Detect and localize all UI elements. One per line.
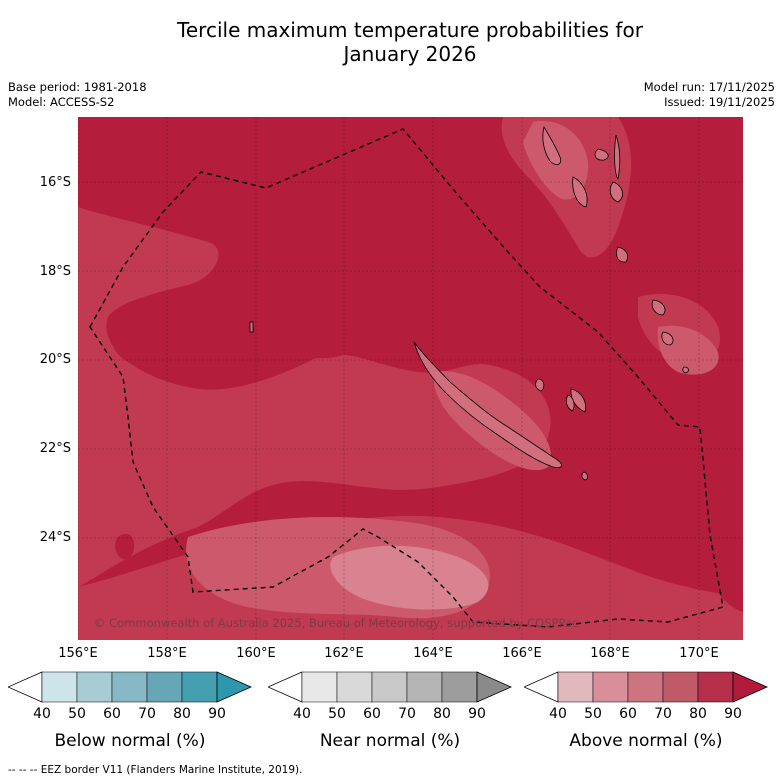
near-normal-cb-70 [371,671,408,703]
above-normal-cb-70 [627,671,664,703]
near-tick-80: 80 [433,706,451,722]
below-normal-cb-80 [146,671,183,703]
region-80-90-small [115,533,135,560]
below-tick-90: 90 [208,706,226,722]
island-chesterfield [249,321,254,333]
below-normal-title: Below normal (%) [54,731,206,751]
near-normal-cb-40 [268,671,303,703]
base-period: Base period: 1981-2018 [8,80,147,94]
copyright-notice: © Commonwealth of Australia 2025, Bureau… [94,616,579,630]
near-tick-50: 50 [328,706,346,722]
eez-footnote: -- -- -- EEZ border V11 (Flanders Marine… [8,764,303,776]
lon-label-164e: 164°E [413,646,453,661]
near-normal-colorbar [268,671,512,703]
lon-label-158e: 158°E [147,646,187,661]
lat-label-18s: 18°S [39,264,71,279]
lon-label-166e: 166°E [502,646,542,661]
model-run: Model run: 17/11/2025 [643,80,775,94]
lon-label-168e: 168°E [590,646,630,661]
island-espiritu-santo [542,125,562,165]
near-normal-title: Near normal (%) [319,731,461,751]
near-tick-70: 70 [398,706,416,722]
meta-left: Base period: 1981-2018 Model: ACCESS-S2 [8,80,147,110]
island-ambrym [609,181,623,203]
island-mare [661,331,674,346]
below-normal-cb-90 [181,671,218,703]
below-normal-cb-60 [76,671,113,703]
above-normal-title: Above normal (%) [569,731,723,751]
near-tick-60: 60 [363,706,381,722]
above-tick-60: 60 [619,706,637,722]
above-normal-cb-40 [524,671,559,703]
above-normal-cb-over [732,671,768,703]
region-80-90-west-patch [113,296,353,381]
title-line-2: January 2026 [343,42,477,66]
above-normal-cb-50 [557,671,594,703]
meta-right: Model run: 17/11/2025 Issued: 19/11/2025 [644,80,775,110]
below-tick-60: 60 [103,706,121,722]
island-aneityum [682,366,689,374]
near-normal-cb-over [476,671,512,703]
lon-label-162e: 162°E [324,646,364,661]
near-normal-cb-80 [406,671,443,703]
lat-label-20s: 20°S [39,352,71,367]
lat-label-16s: 16°S [39,175,71,190]
probability-map[interactable]: © Commonwealth of Australia 2025, Bureau… [78,117,743,640]
region-70-80-west [78,207,551,587]
above-tick-70: 70 [654,706,672,722]
above-tick-40: 40 [549,706,567,722]
above-tick-50: 50 [584,706,602,722]
lon-label-170e: 170°E [679,646,719,661]
above-normal-cb-60 [592,671,629,703]
below-normal-colorbar [8,671,252,703]
island-malakula [572,176,588,208]
island-ambae [594,148,609,161]
map-gridlines [78,117,743,640]
island-isle-of-pines [581,471,588,481]
below-normal-cb-40 [8,671,43,703]
model-name: Model: ACCESS-S2 [8,95,115,109]
below-tick-80: 80 [173,706,191,722]
below-normal-cb-over [216,671,252,703]
island-new-caledonia [413,341,563,468]
map-title: Tercile maximum temperature probabilitie… [0,18,781,66]
map-canvas [78,117,743,640]
above-tick-80: 80 [689,706,707,722]
island-outlines [249,125,689,481]
below-tick-40: 40 [33,706,51,722]
lon-label-160e: 160°E [236,646,276,661]
island-maewo [614,134,621,180]
near-normal-cb-50 [301,671,338,703]
region-80-90-far-east [709,534,743,612]
lat-label-22s: 22°S [39,441,71,456]
near-tick-40: 40 [293,706,311,722]
above-normal-cb-90 [697,671,734,703]
title-line-1: Tercile maximum temperature probabilitie… [177,18,643,42]
below-normal-cb-50 [41,671,78,703]
lon-label-156e: 156°E [58,646,98,661]
lat-label-24s: 24°S [39,530,71,545]
island-loyalty-small [535,378,545,392]
island-lifou [651,299,666,316]
below-normal-cb-70 [111,671,148,703]
island-efate [616,246,628,263]
near-normal-cb-90 [441,671,478,703]
region-70-80-southeast [570,582,743,640]
near-tick-90: 90 [468,706,486,722]
below-tick-70: 70 [138,706,156,722]
issued-date: Issued: 19/11/2025 [664,95,775,109]
above-normal-colorbar [524,671,768,703]
island-loyalty-lifou [565,394,575,412]
above-normal-cb-80 [662,671,699,703]
above-tick-90: 90 [724,706,742,722]
near-normal-cb-60 [336,671,373,703]
eez-border [89,128,724,628]
below-tick-50: 50 [68,706,86,722]
